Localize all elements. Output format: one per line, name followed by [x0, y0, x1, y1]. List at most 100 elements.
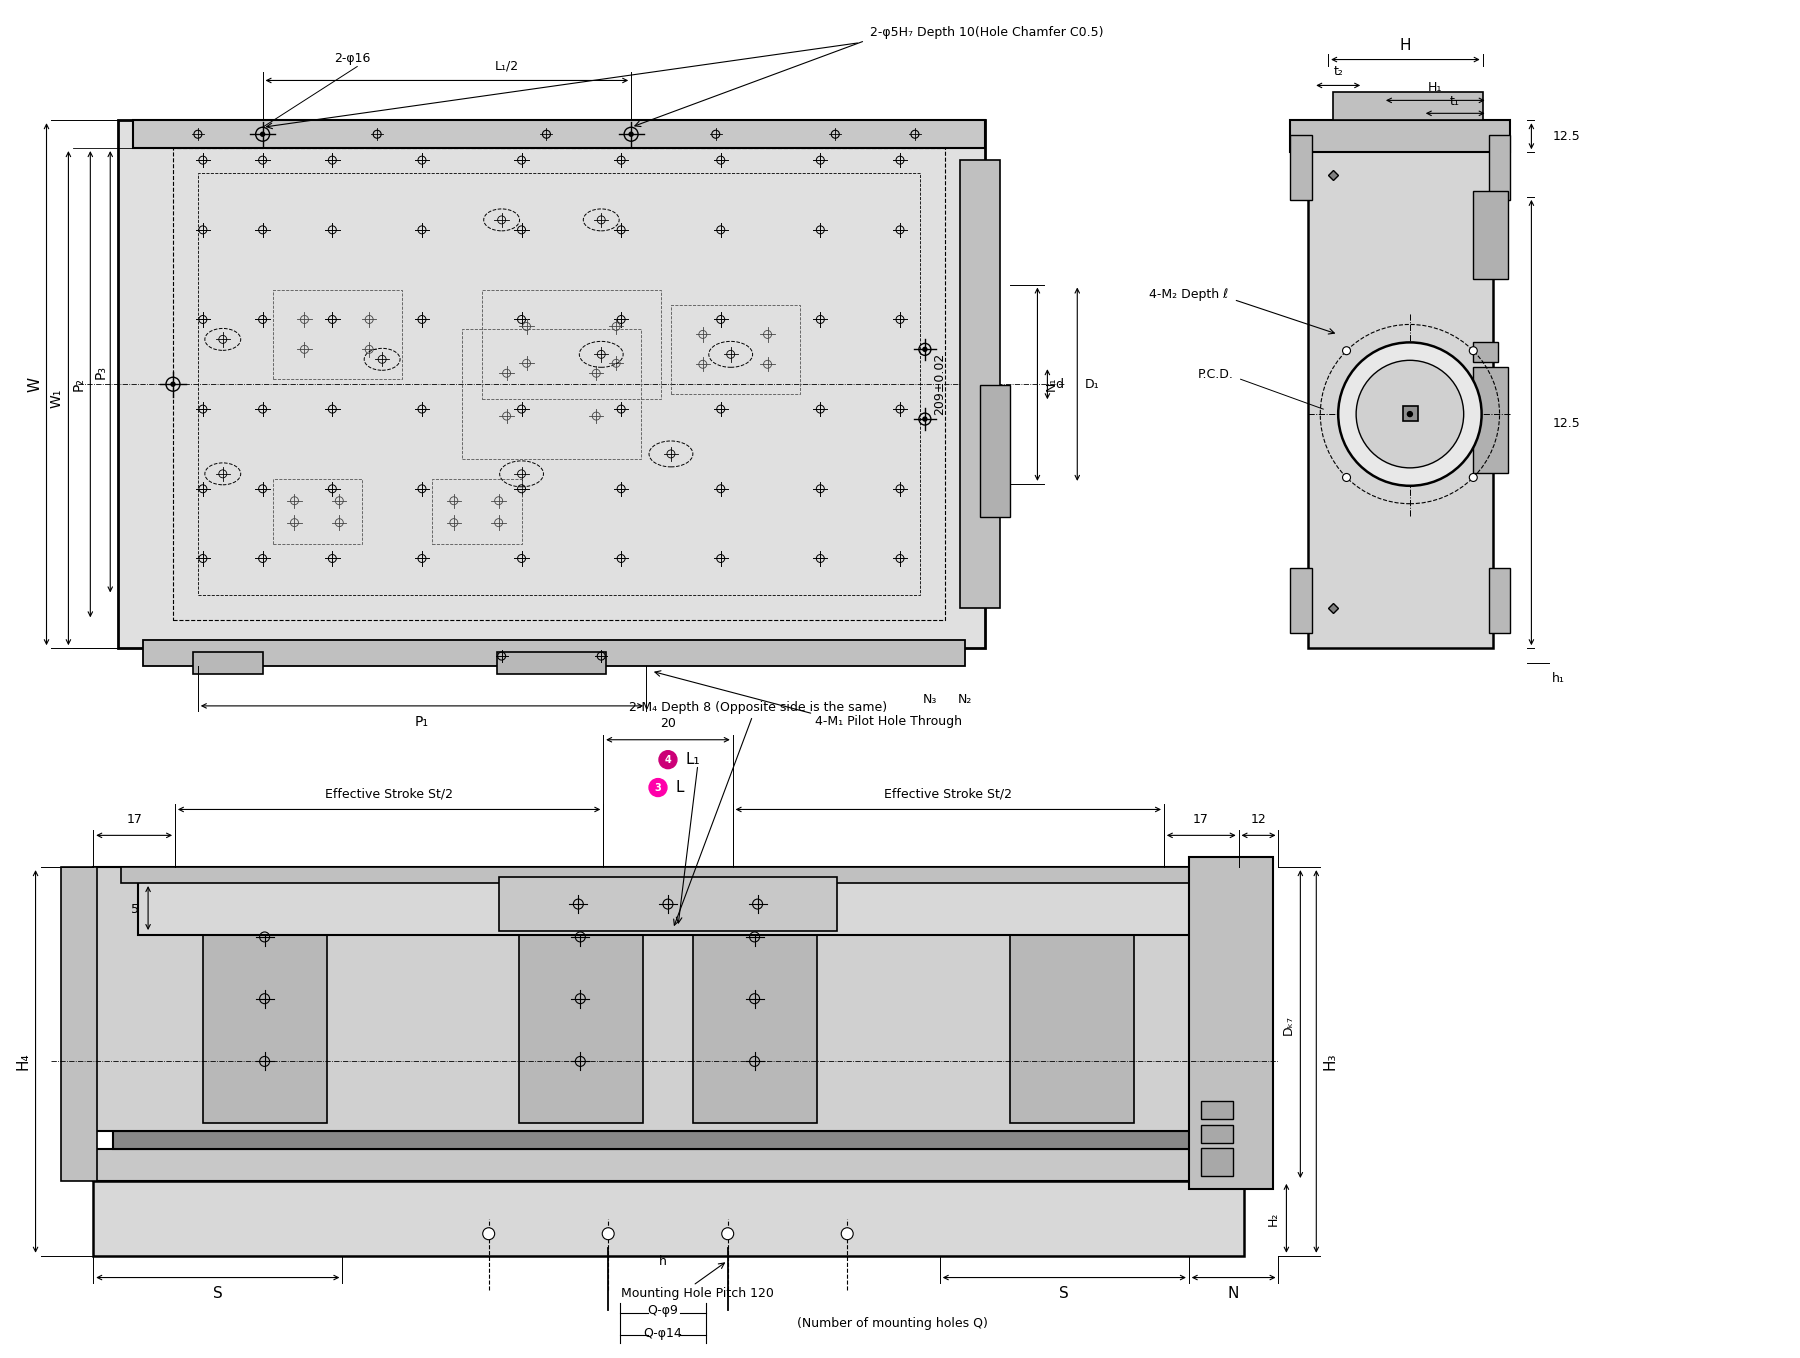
Circle shape	[1469, 346, 1478, 354]
Text: W₁: W₁	[49, 388, 63, 407]
Bar	[272, 479, 362, 543]
Circle shape	[603, 1228, 614, 1240]
Text: H₃: H₃	[1323, 1052, 1337, 1070]
Text: H: H	[1399, 38, 1411, 53]
Text: 17: 17	[1193, 813, 1210, 826]
Circle shape	[261, 132, 265, 136]
Bar	[1188, 857, 1273, 1188]
Text: h₁: h₁	[1552, 671, 1566, 684]
Circle shape	[923, 348, 927, 352]
Text: Mounting Hole Pitch 120: Mounting Hole Pitch 120	[621, 1287, 774, 1300]
Text: (Number of mounting holes Q): (Number of mounting holes Q)	[797, 1317, 988, 1329]
Text: S: S	[1060, 1286, 1069, 1301]
Bar	[499, 877, 837, 932]
Bar	[518, 875, 643, 1123]
Bar	[94, 1181, 1244, 1256]
Text: 12.5: 12.5	[1552, 417, 1580, 429]
Bar	[272, 289, 401, 379]
Text: t₁: t₁	[1449, 95, 1460, 107]
Text: W: W	[27, 376, 41, 391]
Text: t₂: t₂	[1334, 65, 1343, 77]
Bar	[173, 148, 945, 621]
Text: P.C.D.: P.C.D.	[1197, 368, 1233, 380]
Text: N₃: N₃	[923, 694, 938, 706]
Bar	[497, 652, 607, 674]
Bar	[203, 875, 328, 1123]
Bar	[1291, 569, 1312, 633]
Bar	[1309, 121, 1492, 648]
Bar	[959, 160, 999, 608]
Text: P₂: P₂	[72, 378, 85, 391]
Bar	[94, 868, 1244, 1131]
Bar	[1489, 569, 1510, 633]
Bar	[1201, 1126, 1233, 1143]
Circle shape	[630, 132, 634, 136]
Circle shape	[722, 1228, 734, 1240]
Bar	[1472, 367, 1508, 473]
Text: 4-M₂ Depth ℓ: 4-M₂ Depth ℓ	[1150, 288, 1229, 301]
Text: L₁: L₁	[686, 752, 700, 767]
Bar	[1010, 875, 1134, 1123]
Text: Dₖ₇: Dₖ₇	[1282, 1014, 1294, 1035]
Bar	[979, 386, 1010, 516]
Text: H₁: H₁	[1427, 81, 1442, 94]
Bar	[1472, 342, 1498, 363]
Circle shape	[1343, 346, 1350, 354]
Text: 4-M₁ Pilot Hole Through: 4-M₁ Pilot Hole Through	[815, 716, 963, 728]
Bar	[144, 640, 965, 665]
Bar	[1201, 1148, 1233, 1176]
Bar	[1201, 1101, 1233, 1119]
Text: N₁: N₁	[1044, 378, 1058, 391]
Text: N: N	[1228, 1286, 1240, 1301]
Bar	[671, 304, 801, 394]
Text: L: L	[677, 779, 684, 794]
Text: 17: 17	[126, 813, 142, 826]
Text: Effective Stroke St/2: Effective Stroke St/2	[884, 788, 1012, 800]
Bar	[113, 1131, 1224, 1149]
Text: 4: 4	[664, 755, 671, 765]
Text: 209±0.02: 209±0.02	[934, 353, 947, 416]
Bar	[193, 652, 263, 674]
Circle shape	[1469, 474, 1478, 482]
Text: P₃: P₃	[94, 365, 108, 379]
Bar	[1291, 121, 1510, 152]
Bar	[139, 873, 1199, 934]
Bar	[1334, 92, 1483, 121]
Text: 12.5: 12.5	[1552, 130, 1580, 143]
Text: 20: 20	[661, 717, 675, 731]
Bar	[693, 875, 817, 1123]
Bar	[1472, 191, 1508, 278]
Text: N₂: N₂	[958, 694, 972, 706]
Text: 2-φ5H₇ Depth 10(Hole Chamfer C0.5): 2-φ5H₇ Depth 10(Hole Chamfer C0.5)	[869, 26, 1103, 39]
Text: Q-φ14: Q-φ14	[644, 1327, 682, 1340]
Bar	[463, 330, 641, 459]
Text: Effective Stroke St/2: Effective Stroke St/2	[326, 788, 454, 800]
Circle shape	[1343, 474, 1350, 482]
Bar	[482, 289, 661, 399]
Text: H₂: H₂	[1267, 1211, 1280, 1226]
Text: 5: 5	[131, 903, 139, 915]
Text: d: d	[1055, 378, 1064, 391]
Circle shape	[841, 1228, 853, 1240]
Circle shape	[650, 778, 668, 797]
Bar	[61, 868, 97, 1181]
Circle shape	[1337, 342, 1481, 486]
Bar	[133, 121, 985, 148]
Circle shape	[659, 751, 677, 769]
Circle shape	[1355, 360, 1463, 469]
Circle shape	[171, 382, 175, 386]
Circle shape	[923, 417, 927, 421]
Text: S: S	[212, 1286, 223, 1301]
Text: 3: 3	[655, 782, 661, 793]
Text: D₁: D₁	[1085, 378, 1100, 391]
Text: Q-φ9: Q-φ9	[648, 1304, 679, 1317]
Bar	[119, 121, 985, 648]
Text: L₁/2: L₁/2	[495, 58, 518, 72]
Bar	[121, 868, 1215, 883]
Text: H₄: H₄	[14, 1052, 31, 1070]
Circle shape	[1408, 411, 1413, 417]
Text: P₁: P₁	[416, 714, 428, 729]
Text: h: h	[659, 1255, 668, 1268]
Bar	[1489, 136, 1510, 200]
Bar	[94, 1149, 1244, 1181]
